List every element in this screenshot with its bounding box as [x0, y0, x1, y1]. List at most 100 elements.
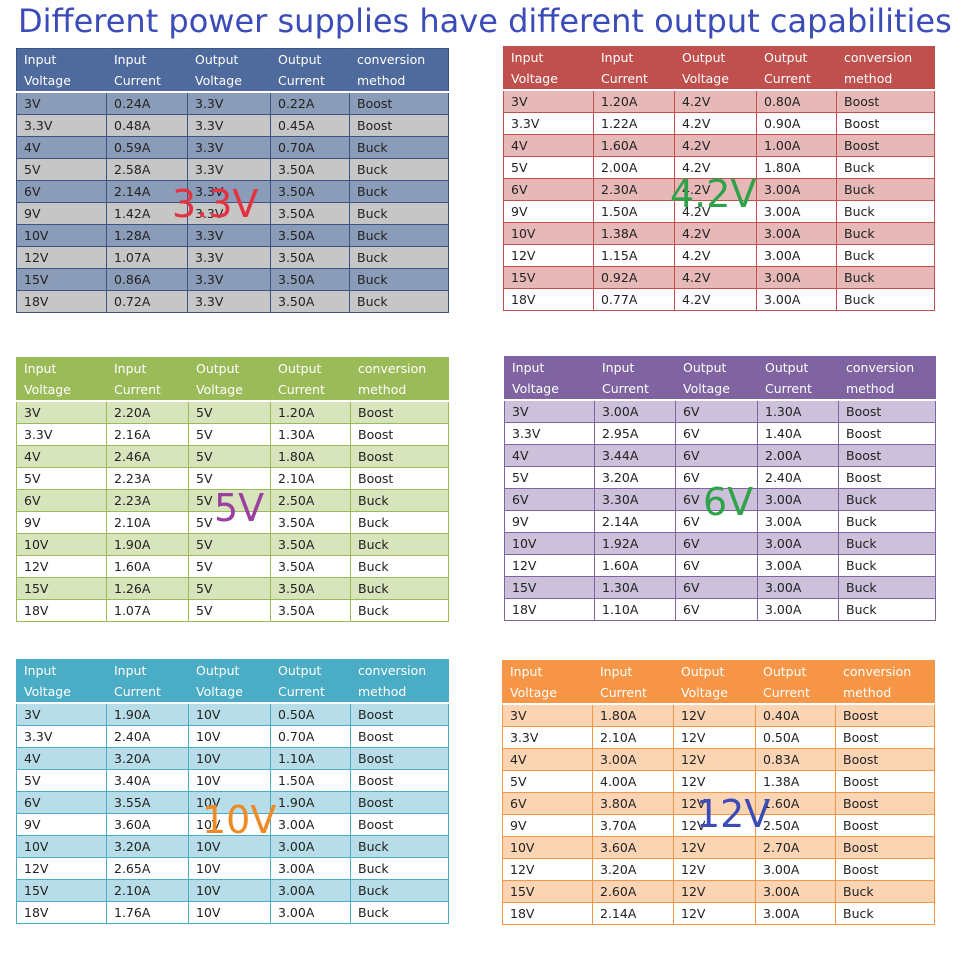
table-cell: Buck	[350, 599, 449, 622]
table-cell: 2.40A	[757, 466, 839, 489]
table-cell: 15V	[504, 576, 595, 599]
table-cell: 12V	[673, 880, 756, 903]
table-cell: 5V	[503, 156, 594, 179]
table-cell: 1.92A	[594, 532, 676, 555]
header-row: Input Input Output Output conversion	[502, 660, 935, 682]
table-cell: Boost	[350, 702, 449, 726]
column-header: Current	[270, 681, 351, 703]
table-cell: 12V	[673, 902, 756, 925]
table-cell: 10V	[188, 702, 271, 726]
column-header: Output	[270, 357, 351, 379]
table-cell: 1.30A	[270, 423, 351, 446]
column-header: Current	[270, 70, 350, 92]
table-cell: Buck	[349, 224, 449, 247]
column-header: Output	[756, 46, 837, 68]
table-cell: 18V	[16, 599, 107, 622]
header-row: Input Input Output Output conversion	[16, 659, 449, 681]
table-cell: 5V	[16, 467, 107, 490]
column-header: Current	[756, 68, 837, 90]
table-cell: 0.83A	[755, 748, 836, 771]
column-header: Input	[594, 356, 676, 378]
table-cell: 10V	[188, 901, 271, 924]
table-cell: Buck	[836, 200, 935, 223]
table-cell: 6V	[16, 791, 107, 814]
table-row: 4V 0.59A 3.3V 0.70A Buck	[16, 136, 449, 159]
table-row: 12V 1.07A 3.3V 3.50A Buck	[16, 246, 449, 269]
table-row: 6V 2.23A 5V 2.50A Buck	[16, 489, 449, 512]
table-cell: 6V	[16, 489, 107, 512]
table-cell: 3.00A	[270, 857, 351, 880]
table-cell: 6V	[16, 180, 107, 203]
table-cell: 2.10A	[270, 467, 351, 490]
table-cell: 3.20A	[594, 466, 676, 489]
table-cell: 2.14A	[106, 180, 188, 203]
table-cell: Boost	[350, 400, 449, 424]
table-cell: 12V	[16, 555, 107, 578]
table-cell: Buck	[349, 246, 449, 269]
column-header: Input	[502, 660, 593, 682]
table-row: 18V 1.07A 5V 3.50A Buck	[16, 599, 449, 622]
table-cell: 2.50A	[755, 814, 836, 837]
column-header: conversion	[836, 46, 935, 68]
table-cell: Buck	[349, 268, 449, 291]
table-cell: 12V	[503, 244, 594, 267]
table-cell: 3.3V	[187, 268, 271, 291]
column-header: Current	[270, 379, 351, 401]
table-cell: 1.10A	[594, 598, 676, 621]
table-cell: 10V	[504, 532, 595, 555]
table-cell: Boost	[838, 399, 936, 423]
table-cell: 1.42A	[106, 202, 188, 225]
table-cell: 5V	[188, 555, 271, 578]
header-row: Voltage Current Voltage Current method	[16, 70, 449, 92]
table-cell: 3.30A	[594, 488, 676, 511]
table-cell: 3.00A	[270, 901, 351, 924]
table-cell: 0.70A	[270, 725, 351, 748]
table-cell: Buck	[838, 488, 936, 511]
table-cell: 9V	[503, 200, 594, 223]
table-cell: 1.00A	[756, 134, 837, 157]
column-header: Current	[106, 379, 189, 401]
column-header: method	[350, 379, 449, 401]
table-cell: 3.60A	[592, 836, 674, 859]
table-cell: 3.50A	[270, 555, 351, 578]
table-row: 18V 0.77A 4.2V 3.00A Buck	[503, 288, 935, 311]
table-cell: Buck	[349, 136, 449, 159]
table-cell: 3.40A	[106, 769, 189, 792]
table-cell: 1.22A	[593, 112, 675, 135]
table-cell: Buck	[835, 902, 935, 925]
table-cell: 1.30A	[594, 576, 676, 599]
table-cell: 12V	[16, 857, 107, 880]
table-cell: 0.86A	[106, 268, 188, 291]
table-row: 3.3V 1.22A 4.2V 0.90A Boost	[503, 112, 935, 135]
table-cell: Boost	[835, 814, 935, 837]
power-table: Input Input Output Output conversion Voltage C…	[503, 46, 935, 311]
table-row: 12V 1.60A 5V 3.50A Buck	[16, 555, 449, 578]
table-cell: 3.50A	[270, 511, 351, 534]
table-cell: Buck	[836, 156, 935, 179]
table-cell: 0.80A	[756, 89, 837, 113]
table-cell: 4.2V	[674, 178, 757, 201]
table-cell: 3.50A	[270, 533, 351, 556]
table-row: 3V 1.80A 12V 0.40A Boost	[502, 703, 935, 727]
table-cell: Boost	[350, 769, 449, 792]
table-row: 10V 1.38A 4.2V 3.00A Buck	[503, 222, 935, 245]
table-cell: 0.92A	[593, 266, 675, 289]
column-header: Current	[755, 682, 836, 704]
table-cell: Buck	[350, 489, 449, 512]
table-cell: Boost	[350, 791, 449, 814]
table-cell: 12V	[673, 770, 756, 793]
column-header: conversion	[838, 356, 936, 378]
table-cell: 2.00A	[757, 444, 839, 467]
table-row: 5V 4.00A 12V 1.38A Boost	[502, 770, 935, 793]
table-cell: 3V	[502, 703, 593, 727]
table-cell: 2.14A	[594, 510, 676, 533]
power-table: Input Input Output Output conversion Voltage C…	[16, 48, 449, 313]
table-cell: 2.40A	[106, 725, 189, 748]
table-cell: 0.50A	[270, 702, 351, 726]
table-cell: 9V	[16, 202, 107, 225]
table-cell: 1.60A	[594, 554, 676, 577]
table-cell: 1.50A	[270, 769, 351, 792]
column-header: Input	[106, 48, 188, 70]
table-row: 6V 3.30A 6V 3.00A Buck	[504, 488, 936, 511]
table-cell: 1.60A	[755, 792, 836, 815]
